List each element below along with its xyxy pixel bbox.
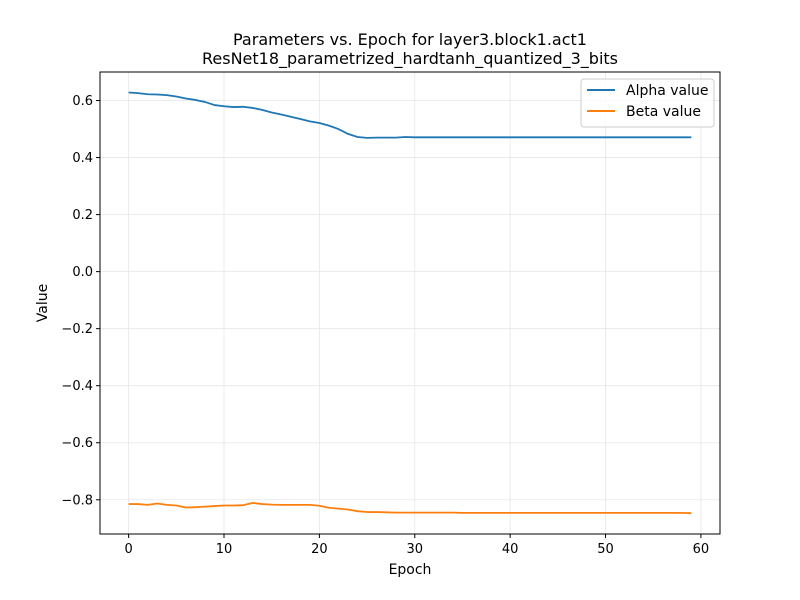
x-tick-label: 40 [502,542,519,557]
y-tick-label: −0.4 [61,379,93,394]
x-tick-label: 50 [597,542,614,557]
x-tick-label: 20 [311,542,328,557]
series-line-0 [128,91,692,139]
x-axis-label: Epoch [389,562,432,578]
y-axis-label: Value [35,284,51,322]
y-tick-label: −0.2 [61,322,93,337]
x-tick-label: 0 [124,542,132,557]
legend: Alpha value Beta value [580,78,715,128]
legend-label-alpha: Alpha value [626,83,709,99]
y-tick-label: 0.2 [72,208,93,223]
y-axis: −0.8 −0.6 −0.4 −0.2 0.0 0.2 0.4 0.6 [61,94,100,508]
legend-label-beta: Beta value [626,104,701,120]
series-lines [128,91,692,515]
y-tick-label: 0.0 [72,265,93,280]
series-line-1 [128,502,692,515]
grid-lines [100,72,720,534]
x-tick-label: 60 [693,542,710,557]
y-tick-label: 0.4 [72,151,93,166]
x-axis: 0 10 20 30 40 50 60 [124,534,709,557]
plot-area-frame [99,71,721,535]
x-tick-label: 10 [216,542,233,557]
y-tick-label: 0.6 [72,94,93,109]
chart-title: Parameters vs. Epoch for layer3.block1.a… [233,30,587,49]
y-tick-label: −0.6 [61,436,93,451]
y-tick-label: −0.8 [61,493,93,508]
chart-subtitle: ResNet18_parametrized_hardtanh_quantized… [202,49,618,69]
x-tick-label: 30 [406,542,423,557]
